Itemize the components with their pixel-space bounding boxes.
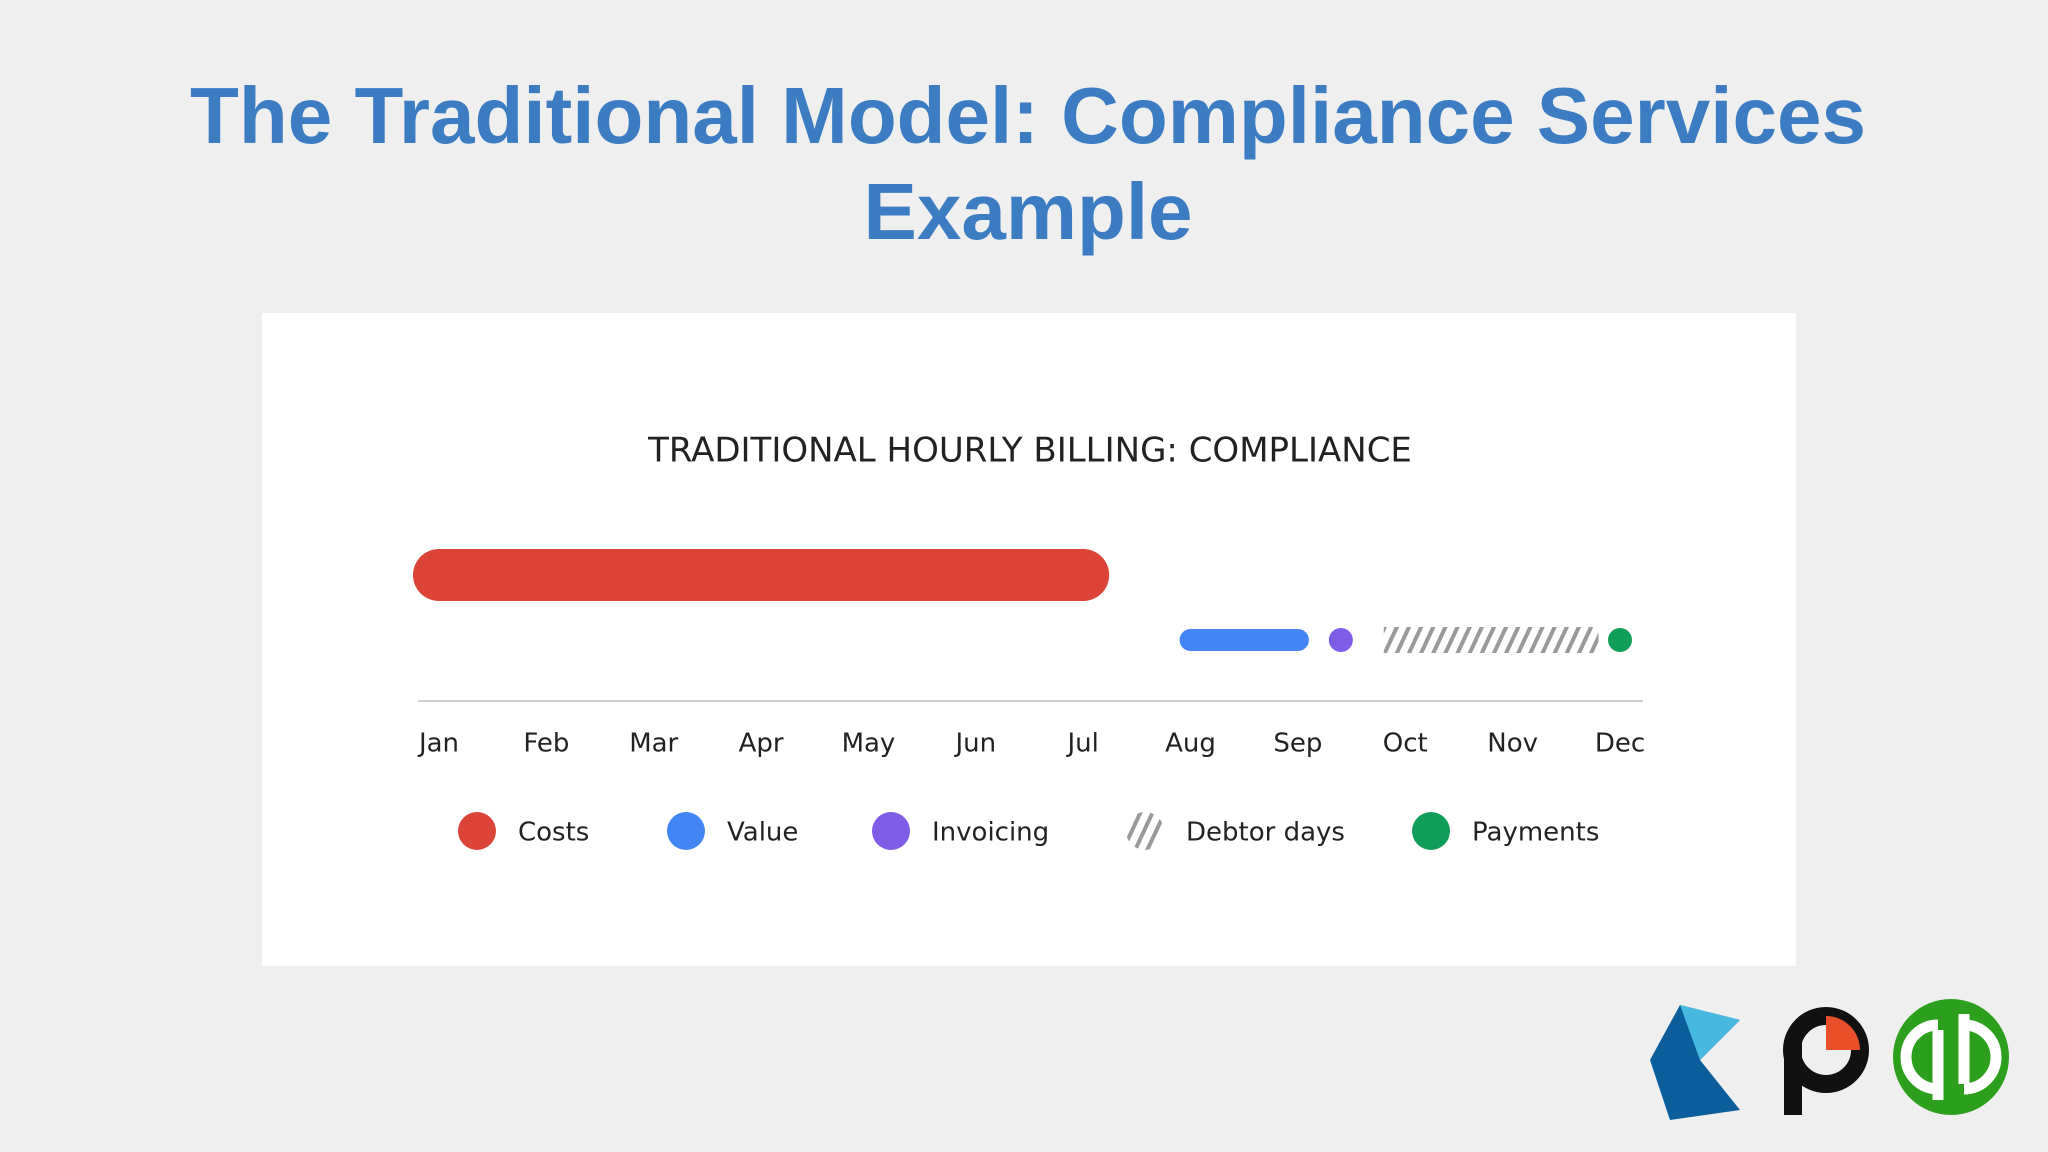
logos [1650,999,2009,1120]
slide-title: Example [863,167,1192,256]
x-tick-label: May [842,729,896,759]
x-tick-label: Jul [1065,729,1098,759]
event-dot [1328,628,1353,652]
period-bar [1383,627,1599,653]
x-tick-label: Mar [629,729,678,759]
logo-karbon-top [1680,1005,1740,1060]
legend-label: Debtor days [1186,818,1345,848]
x-tick-label: Feb [523,729,569,759]
x-tick-label: Nov [1487,729,1538,759]
slide-title: The Traditional Model: Compliance Servic… [190,71,1866,160]
x-tick-label: Apr [739,729,784,759]
logo-practice-accent [1826,1016,1860,1050]
logo-qb-mark [1900,1014,2002,1100]
logo-practice-stem [1784,1040,1802,1115]
legend-swatch [872,812,910,850]
x-tick-label: Dec [1595,729,1645,759]
x-tick-label: Jan [417,729,459,759]
x-tick-label: Aug [1165,729,1216,759]
x-tick-label: Sep [1273,729,1322,759]
legend-label: Costs [518,818,589,848]
legend-swatch [1412,812,1450,850]
chart-title: TRADITIONAL HOURLY BILLING: COMPLIANCE [647,431,1412,471]
legend-swatch [1126,812,1164,850]
legend-swatch [667,812,705,850]
legend-label: Payments [1472,818,1599,848]
x-tick-label: Jun [954,729,997,759]
event-dot [1608,628,1632,652]
legend-label: Value [727,818,798,848]
legend-label: Invoicing [932,818,1049,848]
legend-swatch [458,812,496,850]
x-tick-label: Oct [1383,729,1428,759]
